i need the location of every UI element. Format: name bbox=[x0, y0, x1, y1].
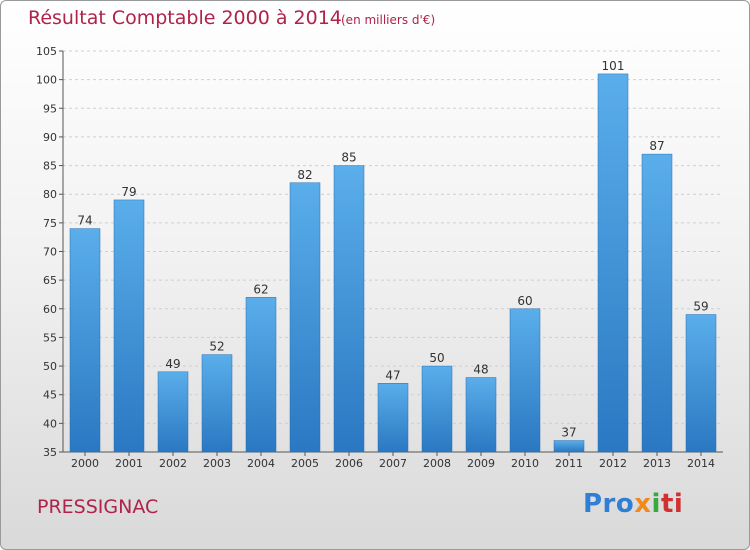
y-tick-label: 90 bbox=[43, 131, 57, 144]
y-tick-label: 55 bbox=[43, 331, 57, 344]
y-tick-label: 70 bbox=[43, 246, 57, 259]
y-tick-label: 60 bbox=[43, 303, 57, 316]
x-tick-label-2008: 2008 bbox=[423, 457, 451, 470]
bar-2003 bbox=[201, 354, 233, 453]
x-tick-label-2009: 2009 bbox=[467, 457, 495, 470]
bar-2014 bbox=[685, 314, 717, 453]
bar-2009 bbox=[465, 377, 497, 453]
y-tick-label: 85 bbox=[43, 160, 57, 173]
value-label-2007: 47 bbox=[385, 368, 400, 382]
y-tick-label: 40 bbox=[43, 417, 57, 430]
bar-2006 bbox=[333, 165, 365, 453]
bar-2005 bbox=[289, 182, 321, 453]
bar-2004 bbox=[245, 297, 277, 453]
value-label-2004: 62 bbox=[253, 282, 268, 296]
y-tick-label: 105 bbox=[36, 45, 57, 58]
x-tick-label-2003: 2003 bbox=[203, 457, 231, 470]
value-label-2010: 60 bbox=[517, 294, 532, 308]
x-tick-label-2007: 2007 bbox=[379, 457, 407, 470]
y-tick-label: 80 bbox=[43, 188, 57, 201]
bar-2002 bbox=[157, 371, 189, 453]
x-tick-label-2010: 2010 bbox=[511, 457, 539, 470]
y-tick-label: 75 bbox=[43, 217, 57, 230]
value-label-2003: 52 bbox=[209, 340, 224, 354]
value-label-2005: 82 bbox=[297, 168, 312, 182]
value-label-2006: 85 bbox=[341, 151, 356, 165]
bar-2000 bbox=[69, 228, 101, 453]
y-tick-label: 65 bbox=[43, 274, 57, 287]
bar-2011 bbox=[553, 440, 585, 453]
x-tick-label-2005: 2005 bbox=[291, 457, 319, 470]
x-tick-label-2013: 2013 bbox=[643, 457, 671, 470]
chart-subtitle: (en milliers d'€) bbox=[341, 13, 436, 27]
x-tick-label-2014: 2014 bbox=[687, 457, 715, 470]
y-tick-label: 100 bbox=[36, 74, 57, 87]
labels: 35 40 45 50 55 60 65 70 75 80 85 90 95 100 105 74 2000 79… bbox=[36, 45, 715, 470]
value-label-2000: 74 bbox=[77, 214, 92, 228]
y-tick-label: 50 bbox=[43, 360, 57, 373]
bar-2007 bbox=[377, 383, 409, 453]
value-label-2009: 48 bbox=[473, 363, 488, 377]
x-tick-label-2001: 2001 bbox=[115, 457, 143, 470]
bars bbox=[69, 73, 717, 453]
value-label-2012: 101 bbox=[602, 59, 625, 73]
bar-2001 bbox=[113, 199, 145, 453]
place-name: PRESSIGNAC bbox=[37, 496, 159, 518]
bar-2008 bbox=[421, 365, 453, 453]
x-tick-label-2004: 2004 bbox=[247, 457, 275, 470]
bar-2012 bbox=[597, 73, 629, 453]
x-tick-label-2011: 2011 bbox=[555, 457, 583, 470]
chart-title: Résultat Comptable 2000 à 2014 bbox=[28, 7, 342, 29]
y-tick-label: 95 bbox=[43, 102, 57, 115]
x-tick-label-2006: 2006 bbox=[335, 457, 363, 470]
value-label-2001: 79 bbox=[121, 185, 136, 199]
value-label-2002: 49 bbox=[165, 357, 180, 371]
bar-2013 bbox=[641, 153, 673, 453]
proxiti-logo: Proxiti bbox=[583, 489, 684, 519]
y-tick-label: 45 bbox=[43, 389, 57, 402]
x-tick-label-2002: 2002 bbox=[159, 457, 187, 470]
bar-2010 bbox=[509, 308, 541, 453]
value-label-2008: 50 bbox=[429, 351, 444, 365]
x-tick-label-2012: 2012 bbox=[599, 457, 627, 470]
value-label-2013: 87 bbox=[649, 139, 664, 153]
x-tick-label-2000: 2000 bbox=[71, 457, 99, 470]
value-label-2014: 59 bbox=[693, 300, 708, 314]
value-label-2011: 37 bbox=[561, 426, 576, 440]
y-tick-label: 35 bbox=[43, 446, 57, 459]
